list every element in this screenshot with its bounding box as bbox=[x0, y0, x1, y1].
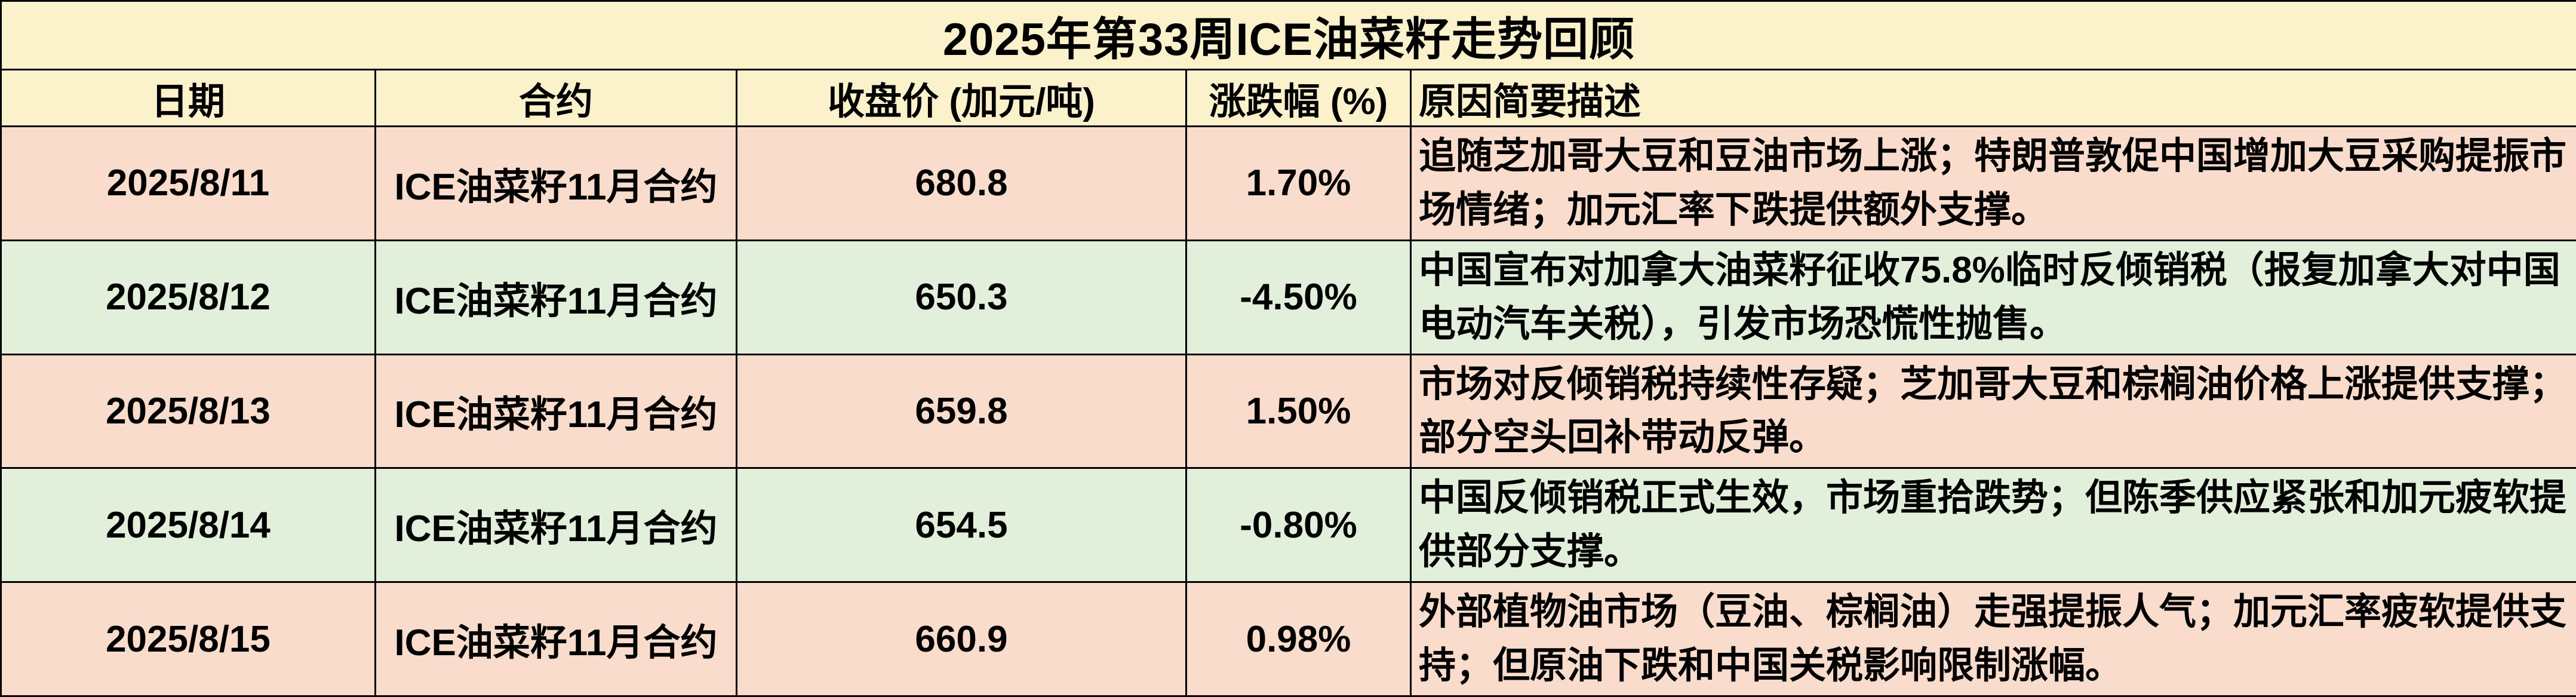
close-price-cell: 650.3 bbox=[737, 240, 1186, 354]
column-header-change-pct: 涨跌幅 (%) bbox=[1186, 70, 1411, 127]
close-price-cell: 680.8 bbox=[737, 127, 1186, 241]
contract-cell: ICE油菜籽11月合约 bbox=[376, 468, 737, 582]
reason-cell: 市场对反倾销税持续性存疑；芝加哥大豆和棕榈油价格上涨提供支撑；部分空头回补带动反… bbox=[1411, 354, 2576, 468]
change-pct-cell: 0.98% bbox=[1186, 582, 1411, 696]
date-cell: 2025/8/13 bbox=[1, 354, 376, 468]
column-header-contract: 合约 bbox=[376, 70, 737, 127]
date-cell: 2025/8/14 bbox=[1, 468, 376, 582]
close-price-cell: 654.5 bbox=[737, 468, 1186, 582]
table-row: 2025/8/15 ICE油菜籽11月合约 660.9 0.98% 外部植物油市… bbox=[1, 582, 2576, 696]
table-row: 2025/8/12 ICE油菜籽11月合约 650.3 -4.50% 中国宣布对… bbox=[1, 240, 2576, 354]
column-header-date: 日期 bbox=[1, 70, 376, 127]
close-price-cell: 660.9 bbox=[737, 582, 1186, 696]
column-header-close-price: 收盘价 (加元/吨) bbox=[737, 70, 1186, 127]
contract-cell: ICE油菜籽11月合约 bbox=[376, 127, 737, 241]
table-row: 2025/8/13 ICE油菜籽11月合约 659.8 1.50% 市场对反倾销… bbox=[1, 354, 2576, 468]
reason-cell: 中国宣布对加拿大油菜籽征收75.8%临时反倾销税（报复加拿大对中国电动汽车关税）… bbox=[1411, 240, 2576, 354]
reason-cell: 追随芝加哥大豆和豆油市场上涨；特朗普敦促中国增加大豆采购提振市场情绪；加元汇率下… bbox=[1411, 127, 2576, 241]
table-row: 2025/8/14 ICE油菜籽11月合约 654.5 -0.80% 中国反倾销… bbox=[1, 468, 2576, 582]
reason-cell: 外部植物油市场（豆油、棕榈油）走强提振人气；加元汇率疲软提供支持；但原油下跌和中… bbox=[1411, 582, 2576, 696]
date-cell: 2025/8/12 bbox=[1, 240, 376, 354]
change-pct-cell: -4.50% bbox=[1186, 240, 1411, 354]
change-pct-cell: -0.80% bbox=[1186, 468, 1411, 582]
contract-cell: ICE油菜籽11月合约 bbox=[376, 354, 737, 468]
table-row: 2025/8/11 ICE油菜籽11月合约 680.8 1.70% 追随芝加哥大… bbox=[1, 127, 2576, 241]
header-row: 日期 合约 收盘价 (加元/吨) 涨跌幅 (%) 原因简要描述 bbox=[1, 70, 2576, 127]
title-row: 2025年第33周ICE油菜籽走势回顾 bbox=[1, 1, 2576, 70]
contract-cell: ICE油菜籽11月合约 bbox=[376, 582, 737, 696]
contract-cell: ICE油菜籽11月合约 bbox=[376, 240, 737, 354]
date-cell: 2025/8/11 bbox=[1, 127, 376, 241]
change-pct-cell: 1.70% bbox=[1186, 127, 1411, 241]
date-cell: 2025/8/15 bbox=[1, 582, 376, 696]
close-price-cell: 659.8 bbox=[737, 354, 1186, 468]
reason-cell: 中国反倾销税正式生效，市场重拾跌势；但陈季供应紧张和加元疲软提供部分支撑。 bbox=[1411, 468, 2576, 582]
column-header-reason: 原因简要描述 bbox=[1411, 70, 2576, 127]
page-title: 2025年第33周ICE油菜籽走势回顾 bbox=[1, 1, 2576, 70]
change-pct-cell: 1.50% bbox=[1186, 354, 1411, 468]
